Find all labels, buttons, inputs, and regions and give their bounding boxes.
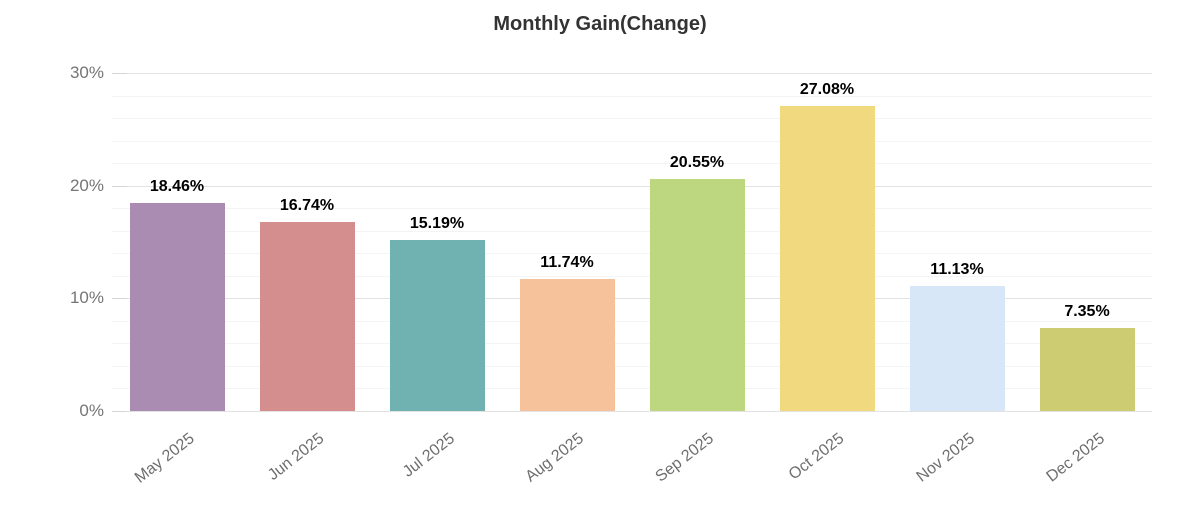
gridline-major (112, 411, 1152, 412)
bar-dec-2025[interactable] (1039, 328, 1135, 411)
x-axis-label: May 2025 (131, 430, 198, 487)
gridline-minor (112, 140, 1152, 142)
y-axis-tick (112, 411, 127, 412)
x-axis-label: Nov 2025 (913, 430, 978, 486)
chart-title: Monthly Gain(Change) (493, 13, 707, 35)
gridline-minor (112, 275, 1152, 277)
x-axis-label: Sep 2025 (653, 430, 718, 486)
y-axis-tick (112, 298, 127, 300)
bar-jul-2025[interactable] (389, 239, 485, 411)
y-axis-tick (112, 185, 127, 187)
bar-value-label: 15.19% (409, 214, 465, 232)
bar-value-label: 11.13% (930, 260, 984, 278)
gridline-major (112, 298, 1152, 300)
gridline-minor (112, 163, 1152, 165)
gridline-minor (112, 388, 1152, 390)
y-axis-label: 20% (69, 175, 104, 195)
x-axis-label: Jul 2025 (399, 430, 458, 481)
gridline-minor (112, 95, 1152, 97)
gridline-minor (112, 230, 1152, 232)
bar-jun-2025[interactable] (259, 222, 355, 411)
bar-nov-2025[interactable] (909, 285, 1005, 411)
gridline-minor (112, 118, 1152, 120)
y-axis-label: 30% (69, 63, 104, 82)
bar-value-label: 18.46% (149, 178, 205, 196)
bar-value-label: 27.08% (799, 80, 855, 98)
y-axis-label: 0% (79, 401, 104, 420)
bar-may-2025[interactable] (129, 203, 225, 411)
x-axis-label: Aug 2025 (523, 430, 588, 486)
bar-value-label: 20.55% (669, 154, 725, 172)
x-axis-label: Dec 2025 (1043, 430, 1108, 486)
bar-sep-2025[interactable] (649, 179, 745, 411)
bar-oct-2025[interactable] (779, 105, 875, 411)
bar-value-label: 11.74% (540, 253, 594, 271)
gridline-major (112, 185, 1152, 187)
gridline-minor (112, 365, 1152, 367)
y-axis-label: 10% (69, 288, 104, 308)
gridline-minor (112, 253, 1152, 255)
x-axis-label: Jun 2025 (265, 430, 328, 484)
bar-value-label: 7.35% (1064, 303, 1110, 321)
y-axis-tick (112, 73, 127, 74)
bar-value-label: 16.74% (279, 197, 335, 215)
gridline-minor (112, 343, 1152, 345)
bar-aug-2025[interactable] (519, 278, 615, 411)
gridline-minor (112, 208, 1152, 210)
gridline-major (112, 73, 1152, 74)
x-axis-label: Oct 2025 (785, 430, 848, 484)
gridline-minor (112, 320, 1152, 322)
